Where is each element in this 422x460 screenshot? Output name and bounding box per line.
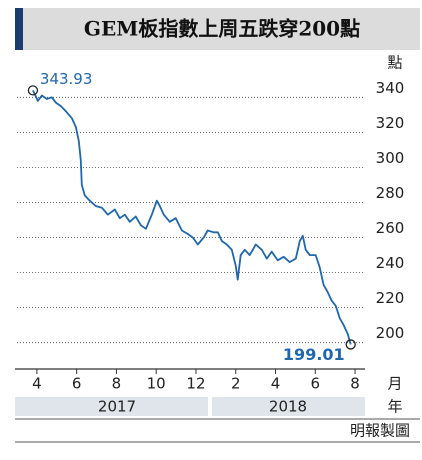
x-tick-label: 4: [32, 375, 42, 393]
y-tick-label: 340: [376, 79, 405, 97]
source: 明報製圖: [350, 422, 410, 440]
x-tick-label: 2: [231, 375, 241, 393]
x-tick-label: 12: [186, 375, 205, 393]
title-accent: [15, 8, 23, 50]
title-bar: [15, 8, 420, 50]
y-tick-label: 240: [376, 254, 405, 272]
year-label: 2018: [269, 398, 307, 416]
x-tick-label: 8: [112, 375, 122, 393]
x-unit: 月: [387, 375, 402, 393]
y-unit: 點: [387, 54, 402, 72]
y-tick-label: 300: [376, 149, 405, 167]
x-tick-label: 6: [311, 375, 321, 393]
y-tick-label: 260: [376, 219, 405, 237]
year-band: [212, 397, 365, 416]
line: [32, 90, 352, 345]
data-label: 199.01: [283, 345, 345, 364]
y-tick-label: 220: [376, 289, 405, 307]
x-tick-label: 6: [72, 375, 82, 393]
year-label: 2017: [98, 398, 136, 416]
x-tick-label: 8: [350, 375, 360, 393]
point-marker: [27, 85, 39, 96]
year-band: [15, 397, 208, 416]
y-tick-label: 320: [376, 114, 405, 132]
data-label: 343.93: [40, 70, 92, 88]
year-unit: 年: [387, 398, 402, 416]
y-tick-label: 200: [376, 324, 405, 342]
y-tick-label: 280: [376, 184, 405, 202]
chart-title: GEM板指數上周五跌穿200點: [84, 17, 360, 41]
x-tick-label: 4: [271, 375, 281, 393]
point-marker: [345, 339, 356, 350]
x-tick-label: 10: [147, 375, 166, 393]
